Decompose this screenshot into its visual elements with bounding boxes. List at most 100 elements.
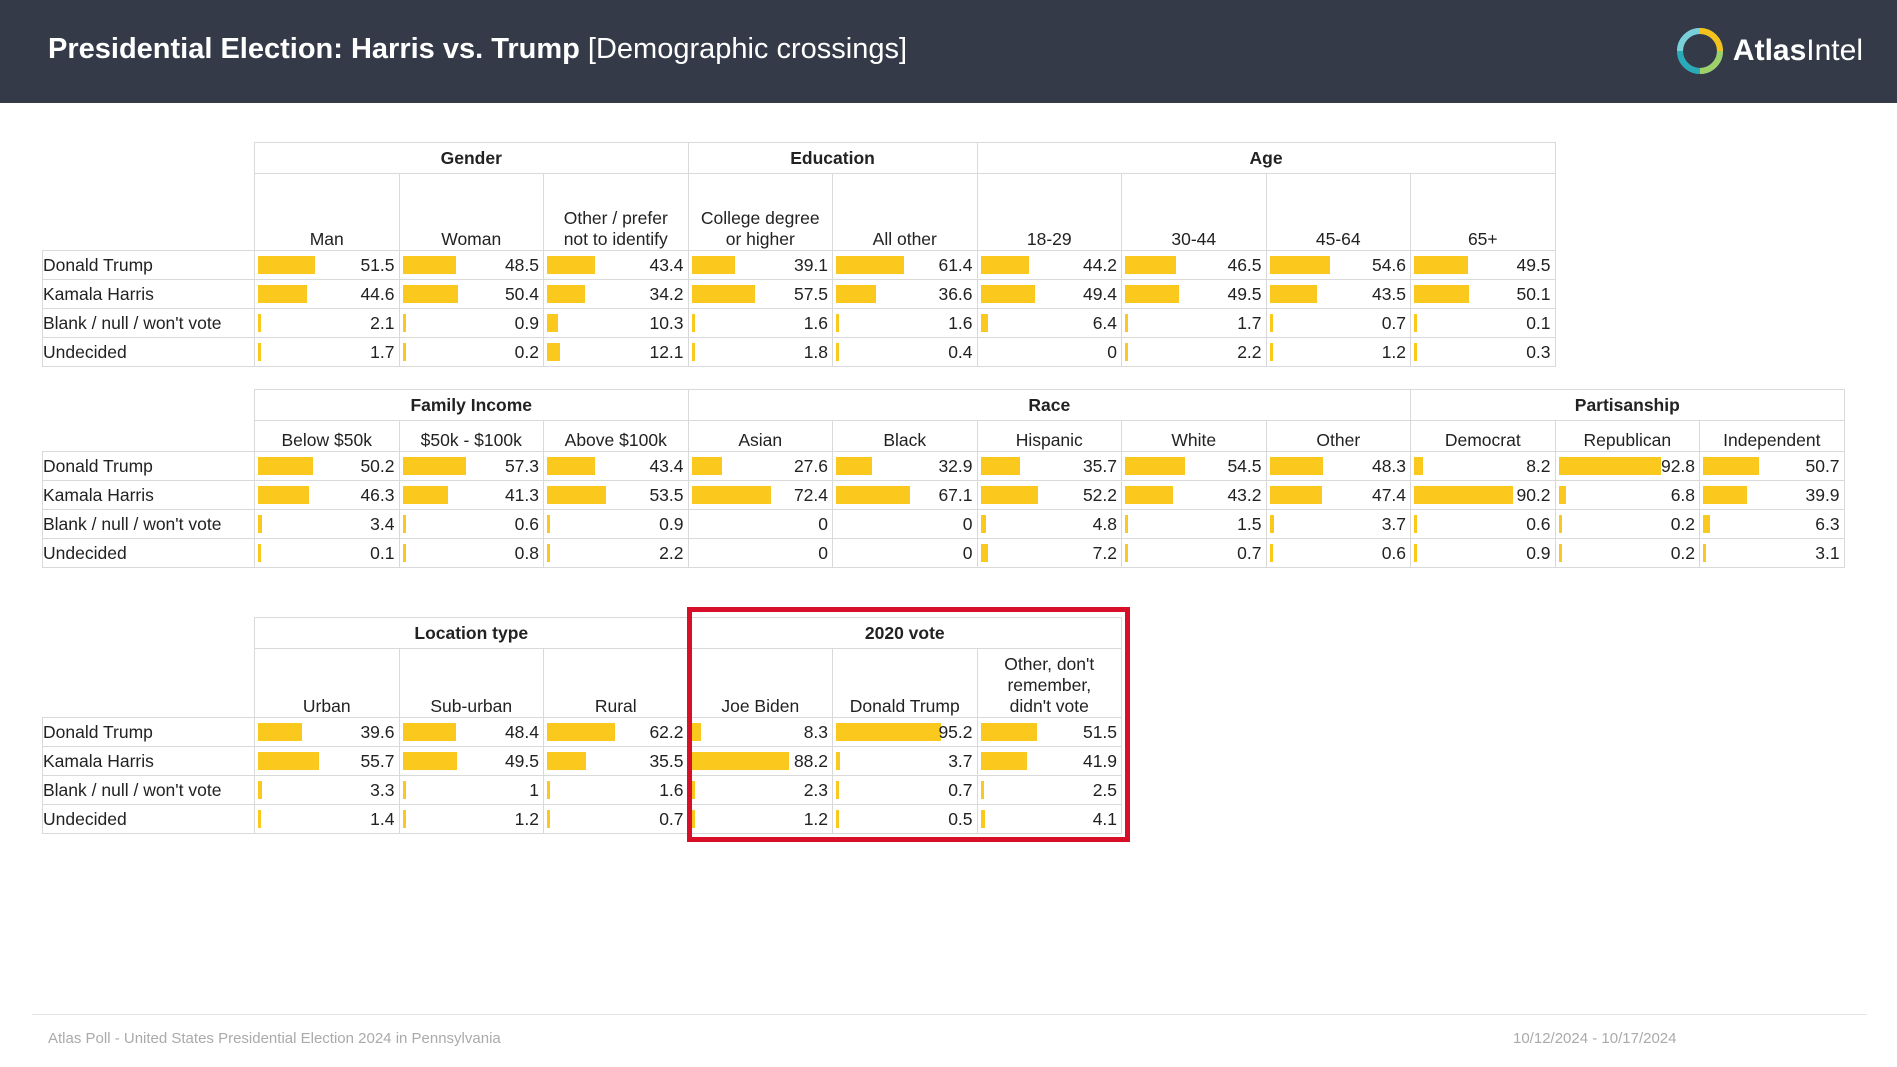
data-cell: 49.5 bbox=[398, 746, 544, 776]
value-label: 39.6 bbox=[360, 722, 395, 742]
value-label: 27.6 bbox=[793, 456, 828, 476]
group-header: Partisanship bbox=[1410, 389, 1845, 421]
value-label: 2.5 bbox=[1092, 780, 1118, 800]
value-label: 49.5 bbox=[1516, 255, 1551, 275]
value-label: 88.2 bbox=[793, 751, 829, 771]
data-cell: 1.5 bbox=[1121, 509, 1267, 539]
value-bar bbox=[836, 285, 877, 303]
data-cell: 72.4 bbox=[687, 480, 833, 510]
value-bar bbox=[1414, 256, 1469, 274]
value-bar bbox=[836, 314, 840, 332]
value-label: 0.4 bbox=[948, 342, 973, 362]
data-cell: 1.2 bbox=[1265, 337, 1412, 367]
data-cell: 1.7 bbox=[1121, 308, 1267, 338]
column-header: College degree or higher bbox=[687, 173, 834, 251]
value-label: 61.4 bbox=[938, 255, 973, 275]
value-bar bbox=[1125, 285, 1180, 303]
value-label: 1.6 bbox=[659, 780, 684, 800]
value-label: 12.1 bbox=[649, 342, 684, 362]
value-bar bbox=[836, 256, 904, 274]
value-bar bbox=[1269, 314, 1273, 332]
value-bar bbox=[547, 486, 606, 504]
value-label: 62.2 bbox=[649, 722, 684, 742]
data-cell: 48.5 bbox=[398, 250, 544, 280]
value-label: 35.5 bbox=[649, 751, 684, 771]
row-label: Kamala Harris bbox=[42, 746, 255, 776]
row-label: Blank / null / won't vote bbox=[42, 775, 255, 805]
row-label: Kamala Harris bbox=[42, 279, 255, 309]
column-header: Other / prefer not to identify bbox=[543, 173, 689, 251]
value-bar bbox=[258, 752, 320, 770]
data-cell: 1.4 bbox=[254, 804, 400, 834]
value-bar bbox=[836, 781, 840, 799]
value-label: 0 bbox=[818, 514, 828, 534]
value-bar bbox=[258, 314, 261, 332]
value-bar bbox=[980, 544, 989, 562]
table-row: Donald Trump 39.6 48.4 62.2 8.3 95.2 51.5 bbox=[42, 717, 1123, 747]
data-cell: 2.1 bbox=[254, 308, 400, 338]
value-label: 1.4 bbox=[370, 809, 395, 829]
value-bar bbox=[402, 723, 456, 741]
value-label: 49.5 bbox=[504, 751, 539, 771]
column-header: 18-29 bbox=[976, 173, 1123, 251]
value-bar bbox=[258, 343, 261, 361]
logo-text: AtlasIntel bbox=[1732, 34, 1863, 67]
value-label: 48.4 bbox=[504, 722, 539, 742]
group-header: Gender bbox=[254, 142, 689, 174]
table-row: Blank / null / won't vote 3.3 1 1.6 2.3 0.7 2.… bbox=[42, 775, 1123, 805]
column-header: Independent bbox=[1699, 420, 1845, 452]
value-bar bbox=[1558, 515, 1562, 533]
column-header: Republican bbox=[1554, 420, 1701, 452]
value-label: 50.4 bbox=[504, 284, 539, 304]
value-bar bbox=[1558, 544, 1562, 562]
value-label: 51.5 bbox=[1082, 722, 1118, 742]
value-label: 50.2 bbox=[360, 456, 395, 476]
value-label: 52.2 bbox=[1082, 485, 1117, 505]
value-label: 2.2 bbox=[1237, 342, 1262, 362]
crosstab-table-3: Location type 2020 vote Urban Sub-urban Rura… bbox=[42, 617, 1123, 834]
data-cell: 0.5 bbox=[832, 804, 978, 834]
data-cell: 88.2 bbox=[687, 746, 834, 776]
value-label: 90.2 bbox=[1516, 485, 1551, 505]
data-cell: 3.7 bbox=[1265, 509, 1412, 539]
value-label: 36.6 bbox=[938, 284, 973, 304]
data-cell: 0.8 bbox=[398, 538, 544, 568]
value-bar bbox=[980, 457, 1020, 475]
row-label: Blank / null / won't vote bbox=[42, 509, 255, 539]
value-bar bbox=[1269, 457, 1323, 475]
column-header: Woman bbox=[398, 173, 544, 251]
value-label: 0 bbox=[962, 543, 973, 563]
data-cell: 34.2 bbox=[543, 279, 689, 309]
value-bar bbox=[980, 781, 984, 799]
data-cell: 0.7 bbox=[1265, 308, 1412, 338]
value-bar bbox=[547, 544, 550, 562]
data-cell: 7.2 bbox=[976, 538, 1122, 568]
atlasintel-logo: AtlasIntel bbox=[1676, 27, 1863, 75]
header-bar: Presidential Election: Harris vs. Trump … bbox=[0, 0, 1897, 103]
data-cell: 0 bbox=[687, 538, 833, 568]
value-bar bbox=[402, 781, 406, 799]
column-header: Above $100k bbox=[543, 420, 689, 452]
value-label: 0.2 bbox=[514, 342, 539, 362]
value-bar bbox=[258, 810, 261, 828]
data-cell: 41.9 bbox=[976, 746, 1123, 776]
data-cell: 32.9 bbox=[832, 451, 978, 481]
data-cell: 48.4 bbox=[398, 717, 544, 747]
value-label: 1.6 bbox=[948, 313, 973, 333]
value-label: 34.2 bbox=[649, 284, 684, 304]
data-cell: 41.3 bbox=[398, 480, 544, 510]
table-row: Undecided 1.7 0.2 12.1 1.8 0.4 0 2.2 1.2 0.3 bbox=[42, 337, 1556, 367]
value-label: 41.9 bbox=[1082, 751, 1118, 771]
value-bar bbox=[1269, 486, 1322, 504]
value-label: 0 bbox=[962, 514, 973, 534]
data-cell: 6.4 bbox=[976, 308, 1123, 338]
value-label: 3.4 bbox=[370, 514, 395, 534]
value-bar bbox=[258, 515, 262, 533]
data-cell: 50.7 bbox=[1699, 451, 1845, 481]
row-label: Donald Trump bbox=[42, 250, 255, 280]
table-row: Kamala Harris 55.7 49.5 35.5 88.2 3.7 41.9 bbox=[42, 746, 1123, 776]
column-header: Democrat bbox=[1410, 420, 1556, 452]
table-row: Kamala Harris 44.6 50.4 34.2 57.5 36.6 49.4 49.… bbox=[42, 279, 1556, 309]
data-cell: 0.6 bbox=[1265, 538, 1412, 568]
value-bar bbox=[1125, 544, 1128, 562]
